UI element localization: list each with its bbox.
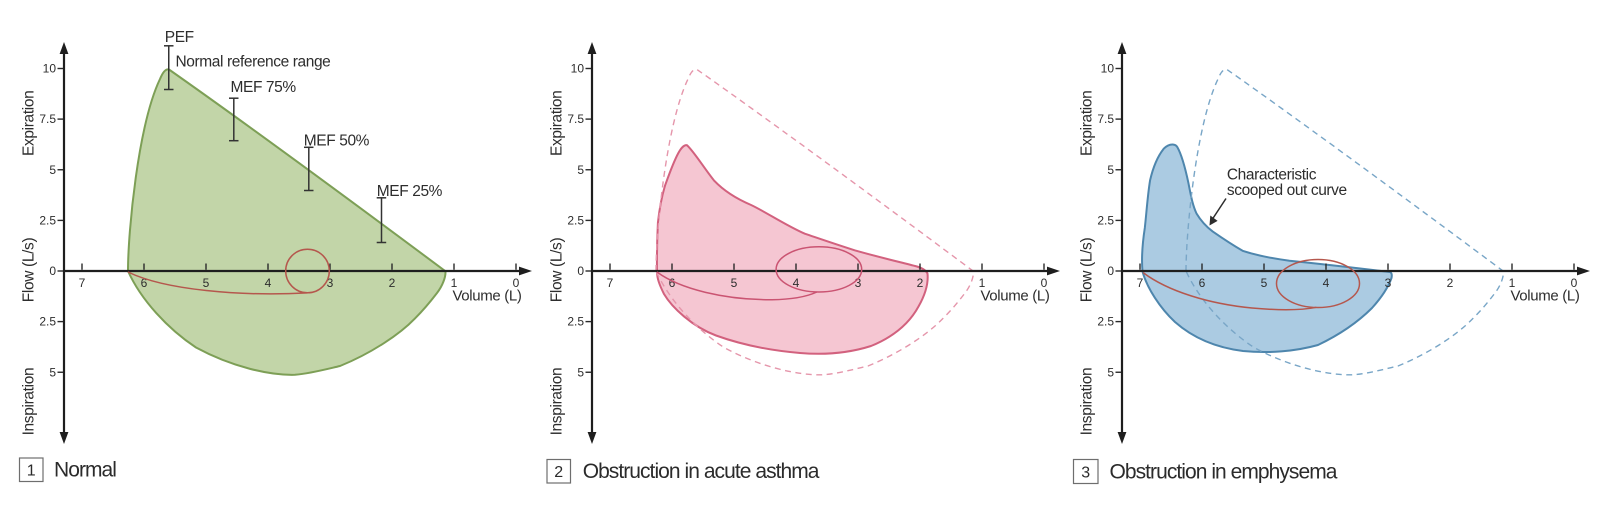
svg-text:Normal reference range: Normal reference range [176, 54, 331, 71]
svg-text:1: 1 [27, 463, 36, 480]
svg-text:Obstruction in acute asthma: Obstruction in acute asthma [583, 460, 820, 483]
svg-text:PEF: PEF [165, 29, 194, 46]
svg-text:Normal: Normal [54, 459, 116, 482]
svg-text:3: 3 [1081, 465, 1090, 482]
svg-text:MEF 25%: MEF 25% [377, 183, 443, 200]
svg-text:scooped out curve: scooped out curve [1227, 182, 1347, 199]
svg-text:Obstruction in emphysema: Obstruction in emphysema [1110, 461, 1338, 484]
svg-text:2: 2 [554, 464, 563, 481]
svg-text:Characteristic: Characteristic [1227, 166, 1317, 183]
svg-text:MEF 50%: MEF 50% [304, 133, 370, 150]
svg-text:MEF 75%: MEF 75% [231, 79, 297, 96]
